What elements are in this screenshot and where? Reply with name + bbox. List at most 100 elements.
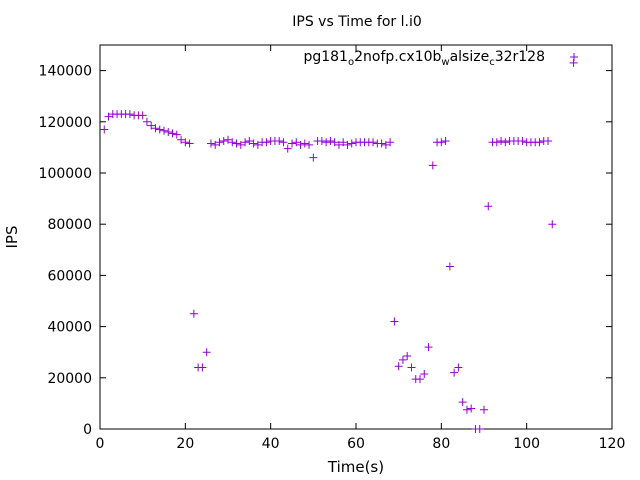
data-point xyxy=(544,137,552,145)
data-point xyxy=(232,139,241,148)
data-point xyxy=(458,398,467,407)
data-point xyxy=(185,139,194,148)
data-point xyxy=(347,139,356,148)
data-point xyxy=(377,139,386,148)
data-point xyxy=(548,220,557,229)
data-point xyxy=(403,352,412,361)
data-point xyxy=(428,161,437,170)
data-point xyxy=(334,140,343,149)
data-point xyxy=(215,138,224,147)
x-axis-label: Time(s) xyxy=(327,458,384,476)
data-point xyxy=(309,153,318,162)
legend-marker-plus xyxy=(570,53,578,61)
x-tick-label: 80 xyxy=(432,436,450,452)
data-point xyxy=(339,138,348,147)
data-point xyxy=(381,140,390,149)
legend-marker xyxy=(570,53,578,61)
data-point xyxy=(164,128,173,137)
data-point xyxy=(296,140,305,149)
y-tick-label: 20000 xyxy=(47,371,92,387)
y-tick-label: 40000 xyxy=(47,320,92,336)
x-tick-label: 120 xyxy=(599,436,626,452)
y-tick-label: 0 xyxy=(83,422,92,438)
data-point xyxy=(326,137,335,145)
data-point xyxy=(125,110,134,119)
chart-title: IPS vs Time for l.i0 xyxy=(292,14,422,30)
y-tick-label: 120000 xyxy=(39,115,92,131)
x-tick-label: 0 xyxy=(96,436,105,452)
data-point xyxy=(518,137,527,145)
data-point xyxy=(275,137,284,145)
data-point xyxy=(202,348,211,357)
data-point xyxy=(236,140,245,149)
data-point xyxy=(172,130,181,139)
data-point xyxy=(386,138,395,147)
data-point xyxy=(189,309,198,318)
data-point xyxy=(177,135,186,144)
data-point xyxy=(198,363,207,372)
y-tick-label: 100000 xyxy=(39,166,92,182)
y-tick-label: 80000 xyxy=(47,217,92,233)
y-axis-label: IPS xyxy=(3,226,21,249)
data-point xyxy=(480,405,488,414)
data-point xyxy=(262,138,271,147)
data-point xyxy=(475,425,484,433)
data-point xyxy=(535,138,544,147)
legend-label: pg181o2nofp.cx10bwalsizec32r128 xyxy=(303,49,545,68)
data-point xyxy=(390,317,399,326)
data-point xyxy=(279,138,288,147)
data-point xyxy=(155,125,164,134)
x-axis: 0 20 40 60 80 100 120 xyxy=(96,45,626,452)
data-point xyxy=(283,144,292,153)
data-point xyxy=(322,138,331,147)
y-tick-label: 140000 xyxy=(39,64,92,80)
data-point xyxy=(450,368,459,377)
data-point xyxy=(394,362,403,371)
data-point xyxy=(420,369,429,378)
data-point xyxy=(330,138,339,147)
y-axis: 0 20000 40000 60000 80000 100000 120000 140000 xyxy=(39,64,612,438)
x-tick-label: 20 xyxy=(176,436,194,452)
data-point xyxy=(343,140,352,149)
data-point xyxy=(292,138,301,147)
data-point xyxy=(424,343,433,352)
data-points xyxy=(100,58,578,433)
data-point xyxy=(484,202,493,211)
data-point xyxy=(206,139,215,148)
data-point xyxy=(219,137,228,145)
data-point xyxy=(228,138,237,147)
data-point xyxy=(467,404,476,413)
data-point xyxy=(454,363,463,372)
data-point xyxy=(168,129,177,138)
data-point xyxy=(398,355,407,364)
data-point xyxy=(288,139,296,148)
data-point xyxy=(416,375,424,384)
data-point xyxy=(181,138,190,147)
data-point xyxy=(241,138,250,147)
plot-frame xyxy=(99,44,613,430)
data-point xyxy=(138,111,147,120)
data-point xyxy=(151,124,160,133)
data-point xyxy=(501,138,510,147)
x-tick-label: 40 xyxy=(262,436,280,452)
legend: pg181o2nofp.cx10bwalsizec32r128 xyxy=(303,49,578,68)
data-point xyxy=(147,121,156,130)
data-point xyxy=(445,262,454,271)
data-point xyxy=(160,126,168,135)
data-point xyxy=(211,140,220,149)
data-point xyxy=(369,138,378,147)
data-point xyxy=(305,140,314,149)
data-point xyxy=(497,137,506,145)
data-point xyxy=(437,138,446,147)
data-point xyxy=(441,137,450,145)
data-point xyxy=(245,137,254,145)
x-tick-label: 100 xyxy=(513,436,540,452)
data-point xyxy=(407,363,416,372)
data-point xyxy=(462,405,471,414)
y-tick-label: 60000 xyxy=(47,268,92,284)
data-point xyxy=(300,139,309,148)
data-point xyxy=(142,117,151,126)
data-point xyxy=(224,135,232,144)
data-point xyxy=(253,140,262,149)
